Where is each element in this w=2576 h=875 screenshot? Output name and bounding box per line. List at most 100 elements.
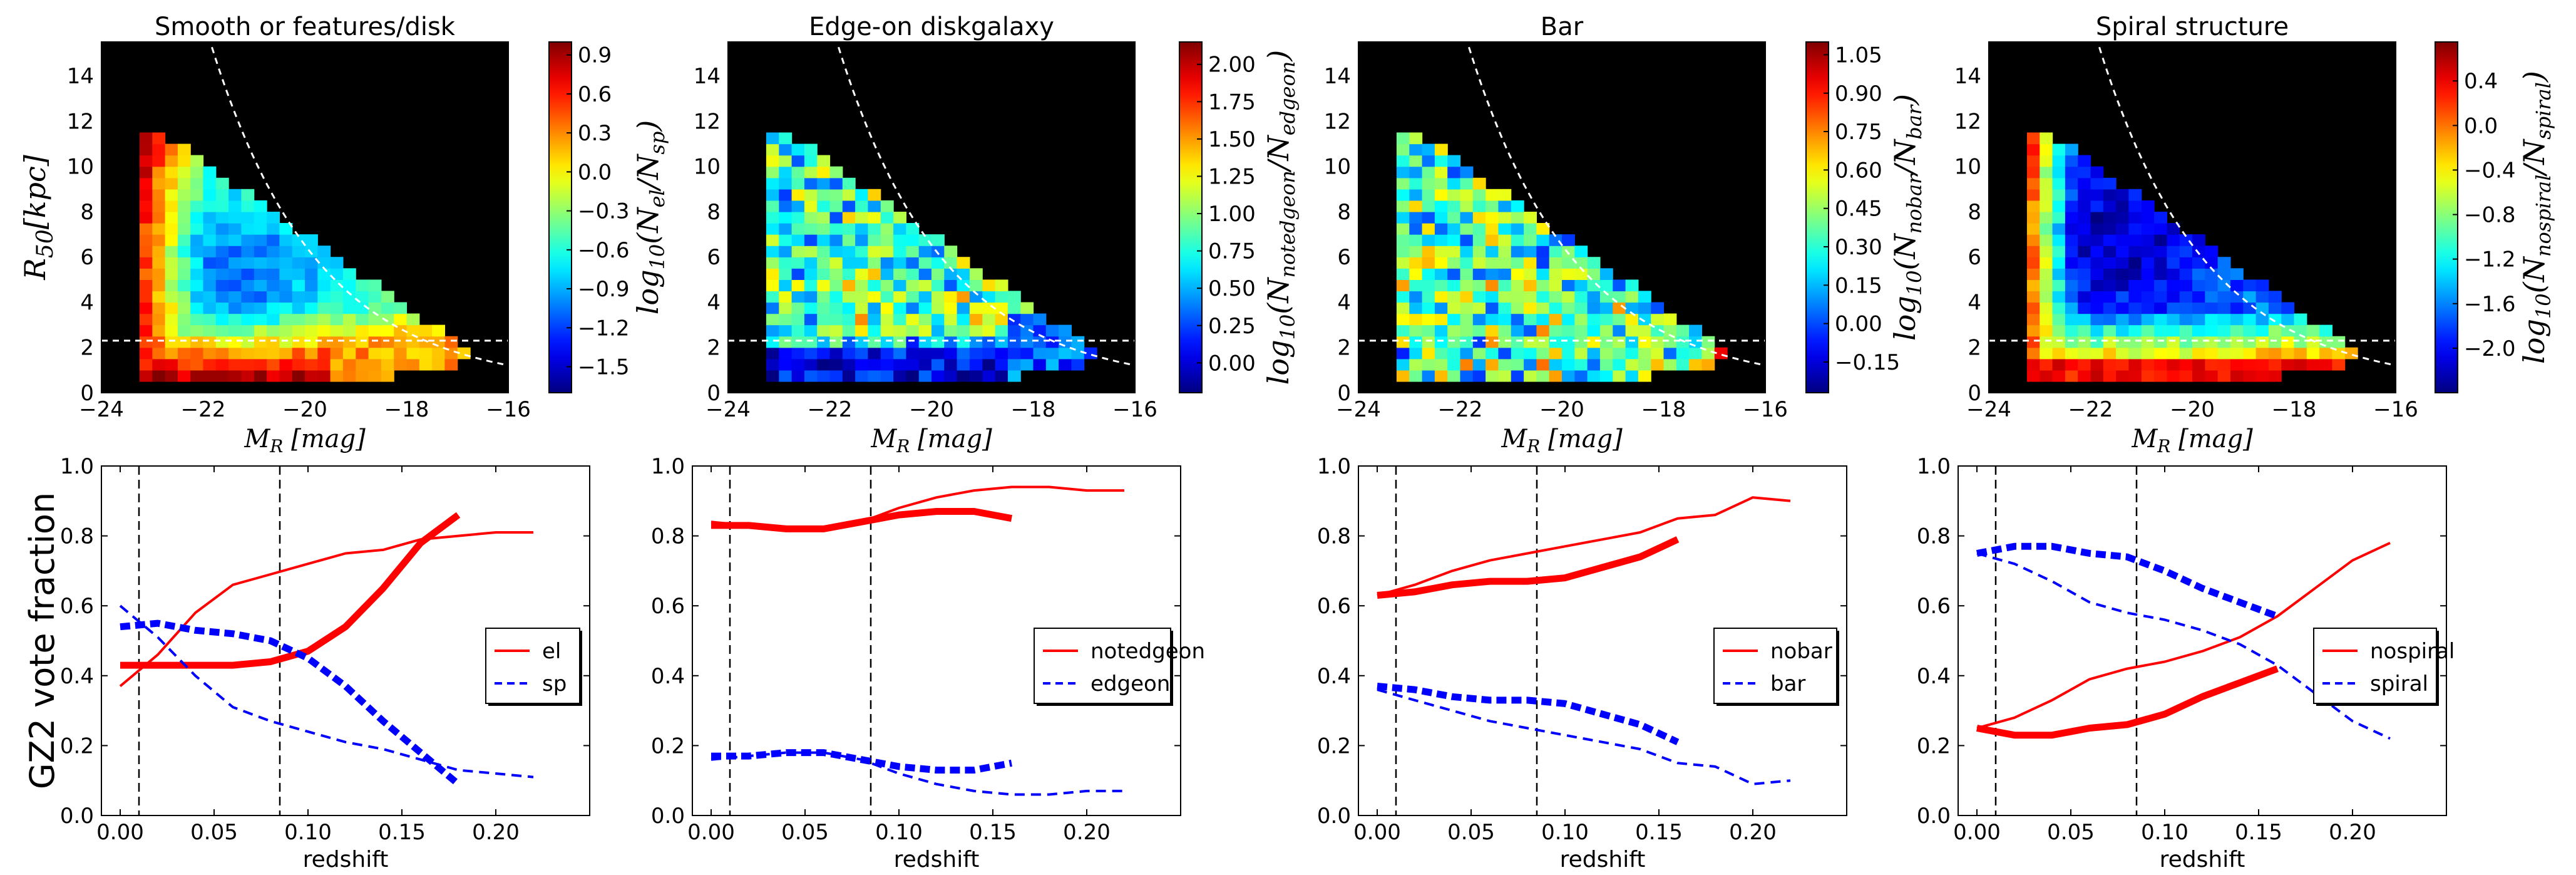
heatmap-cell [2090,189,2104,201]
heatmap-cell [1434,143,1448,156]
heatmap-cell [1587,257,1601,269]
heatmap-cell [868,223,881,235]
x-axis-label: MR [mag] [2131,425,2253,457]
heatmap-cell [1613,279,1626,292]
heatmap-cell [305,246,318,257]
heatmap-cell [254,212,267,224]
heatmap-cell [305,257,318,269]
heatmap-cell [2217,302,2231,314]
heatmap-cell [829,223,843,235]
heatmap-cell [779,246,793,257]
y-tick-label: 10 [694,155,721,180]
heatmap-cells [2026,132,2358,382]
heatmap-cell [1625,302,1639,314]
x-axis-label: redshift [894,847,980,872]
heatmap-cell [1447,234,1461,246]
legend-box [485,628,580,704]
heatmap-cell [1663,336,1677,348]
heatmap-cell [279,291,293,303]
heatmap-cell [2179,336,2193,348]
heatmap-cell [804,200,818,212]
heatmap-cell [1422,155,1435,167]
heatmap-cell [432,347,445,360]
heatmap-cell [2141,257,2155,269]
heatmap-cell [152,358,166,371]
heatmap-cell [1663,347,1677,360]
heatmap-cell [2078,257,2091,269]
colorbar-tick-label: 0.50 [1208,276,1256,301]
heatmap-cell [165,234,178,246]
heatmap-cell [305,358,318,371]
x-axis-label: redshift [2160,847,2245,872]
heatmap-cell [2154,291,2167,303]
heatmap-cell [1689,336,1702,348]
y-tick-label: 10 [1954,155,1981,180]
heatmap-cell [2052,313,2066,326]
heatmap-cell [1460,200,1474,212]
heatmap-cell [368,370,382,382]
heatmap-cell [1549,246,1563,257]
heatmap-cell [829,246,843,257]
heatmap-cell [330,302,344,314]
heatmap-cell [2026,223,2040,235]
heatmap-cell [139,324,153,337]
heatmap-cell [2116,279,2129,292]
heatmap-cell [1486,347,1499,360]
heatmap-cell [804,347,818,360]
heatmap-cell [317,291,331,303]
heatmap-cell [2116,189,2129,201]
heatmap-cell [152,347,166,360]
heatmap-cell [906,246,920,257]
heatmap-cell [969,336,983,348]
heatmap-cell [1486,246,1499,257]
y-tick-label: 12 [67,109,94,134]
heatmap-cell [817,200,831,212]
heatmap-cell [944,313,958,326]
x-tick-label: −22 [2068,397,2113,422]
heatmap-cell [1409,324,1423,337]
heatmap-cell [1396,212,1410,224]
heatmap-cell [305,279,318,292]
heatmap-cell [779,257,793,269]
heatmap-cell [139,132,153,145]
heatmap-cell [1587,291,1601,303]
heatmap-cell [152,212,166,224]
heatmap-cell [1007,347,1021,360]
heatmap-cell [2268,370,2282,382]
heatmap-cell [165,347,178,360]
heatmap-cell [2255,347,2269,360]
heatmap-cell [2128,291,2142,303]
heatmap-cell [2103,212,2117,224]
series-line-bar-thin-dashed [1377,688,1791,785]
heatmap-cell [2026,336,2040,348]
heatmap-cell [2306,324,2320,337]
heatmap-cell [2154,324,2167,337]
heatmap-cell [2128,336,2142,348]
heatmap-cell [1625,370,1639,382]
y-tick-label: 14 [67,64,94,89]
heatmap-cell [1638,370,1651,382]
heatmap-cell [1549,347,1563,360]
heatmap-cell [2078,212,2091,224]
heatmap-cell [381,291,394,303]
heatmap-cell [1434,166,1448,179]
heatmap-cell [893,370,906,382]
y-tick-label: 0.6 [1917,594,1951,619]
heatmap-cell [1599,370,1613,382]
x-tick-label: 0.00 [96,820,144,845]
heatmap-cell [1409,223,1423,235]
heatmap-cell [2128,347,2142,360]
heatmap-cell [2230,302,2244,314]
heatmap-cell [791,279,805,292]
y-tick-label: 0.0 [1317,804,1351,829]
heatmap-cell [2217,347,2231,360]
heatmap-cell [1409,370,1423,382]
y-tick-label: 0.4 [60,664,94,689]
heatmap-cell [2065,370,2078,382]
heatmap-cell [267,347,280,360]
heatmap-cell [957,257,970,269]
heatmap-cell [215,347,229,360]
heatmap-cell [1524,336,1537,348]
heatmap-cell [2306,347,2320,360]
heatmap-cell [267,324,280,337]
